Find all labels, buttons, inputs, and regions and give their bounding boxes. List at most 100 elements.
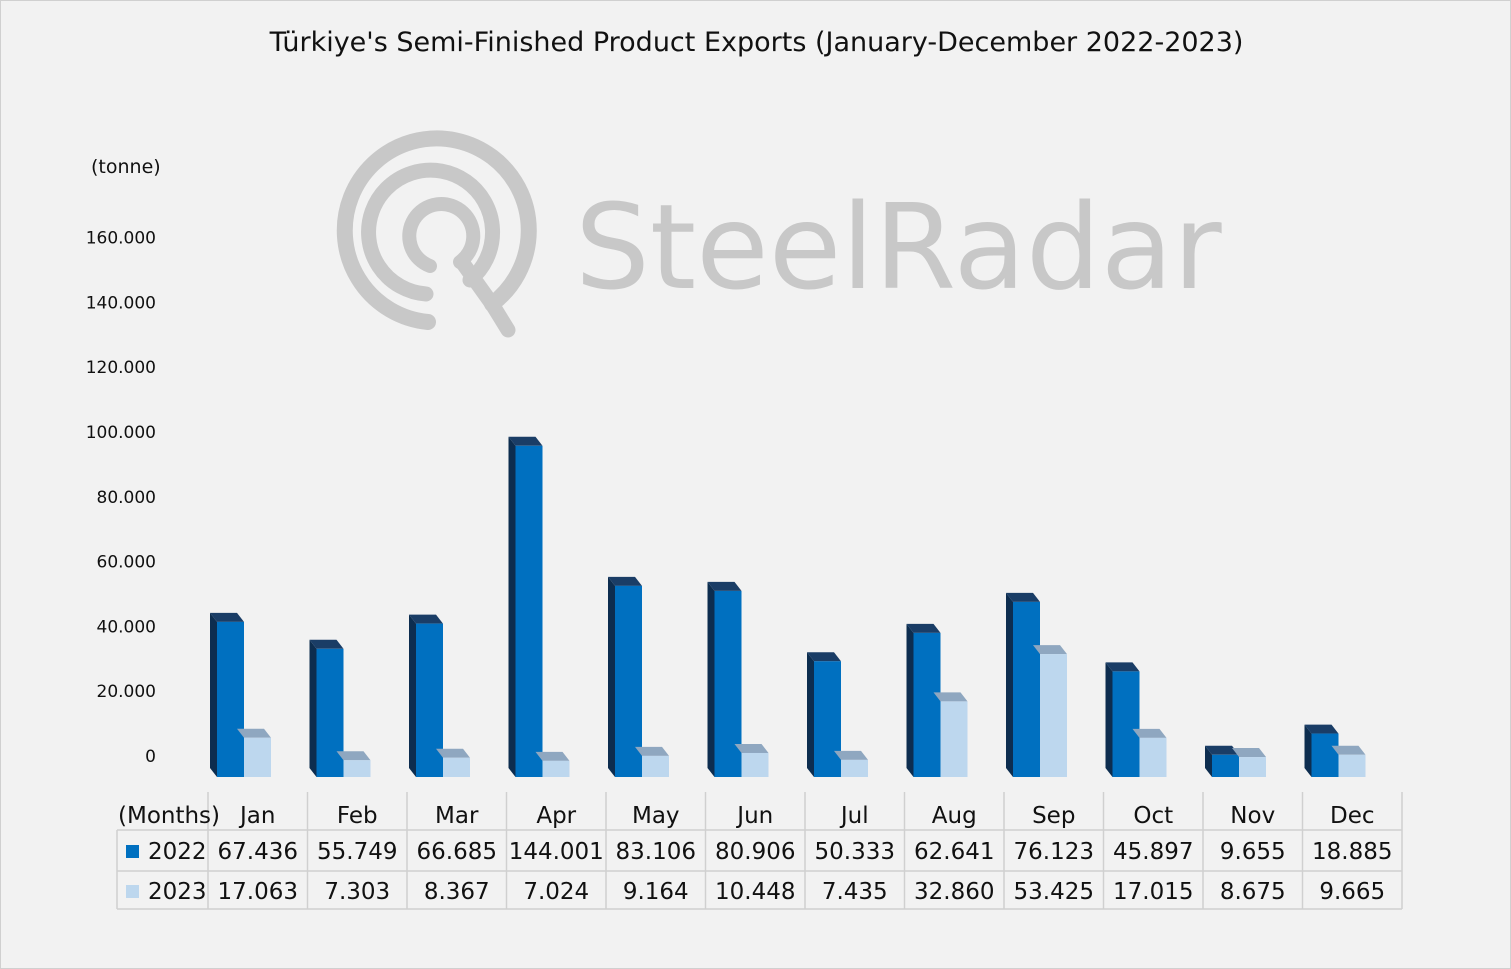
bar-2023	[642, 755, 669, 777]
data-label: 45.897	[1113, 839, 1193, 865]
bar-2022-top	[1006, 592, 1040, 602]
data-label: 53.425	[1014, 879, 1094, 905]
bar-2022-side	[1205, 745, 1212, 777]
radar-logo-icon	[336, 130, 537, 338]
chart-title: Türkiye's Semi-Finished Product Exports …	[269, 27, 1244, 58]
bar-2022-top	[508, 436, 543, 446]
bar-2023-top	[436, 748, 470, 758]
data-label: 8.367	[424, 879, 490, 905]
y-tick-label: 20.000	[97, 682, 156, 702]
bar-2023	[1239, 757, 1266, 777]
data-label: 8.675	[1220, 879, 1286, 905]
bar-2022-side	[409, 614, 416, 777]
y-tick-label: 40.000	[97, 617, 156, 637]
bar-2023-top	[1232, 748, 1266, 758]
bar-2023-top	[933, 692, 968, 702]
bar-2022-top	[807, 652, 841, 662]
bar-2023	[542, 760, 570, 777]
bar-2023	[1040, 654, 1067, 777]
bar-2023	[1338, 754, 1366, 777]
bar-2022-side	[707, 581, 715, 777]
data-label: 7.024	[523, 879, 589, 905]
legend-swatch	[126, 845, 139, 858]
bar-2022-side	[807, 652, 814, 777]
bar-2022-top	[210, 612, 244, 622]
x-axis-label: (Months)	[118, 803, 220, 829]
y-tick-label: 160.000	[86, 229, 156, 249]
bar-2023-top	[237, 728, 271, 738]
x-tick-label: Jul	[839, 803, 869, 829]
x-tick-label: Oct	[1133, 803, 1173, 829]
bar-2022	[217, 621, 244, 777]
bar-2022-side	[210, 612, 217, 777]
logo-tail	[454, 254, 516, 338]
bar-2022-top	[1304, 724, 1339, 734]
data-label: 55.749	[317, 839, 397, 865]
data-label: 144.001	[509, 839, 604, 865]
data-label: 17.015	[1113, 879, 1193, 905]
watermark: SteelRadar	[336, 130, 1222, 338]
bar-2022-side	[608, 576, 615, 777]
legend-entry: 2023	[148, 879, 207, 905]
legend-entry: 2022	[148, 839, 207, 865]
data-label: 67.436	[218, 839, 298, 865]
data-label: 80.906	[715, 839, 795, 865]
bar-2022-side	[1006, 592, 1013, 777]
bar-2023-top	[635, 746, 669, 756]
y-tick-label: 60.000	[97, 553, 156, 573]
bar-2022-top	[608, 576, 642, 586]
bar-2023-top	[834, 750, 868, 760]
bar-2022	[1212, 754, 1239, 777]
bar-2022-side	[1105, 662, 1113, 777]
data-label: 32.860	[914, 879, 994, 905]
data-label: 17.063	[218, 879, 298, 905]
x-tick-label: Mar	[435, 803, 479, 829]
legend-swatch	[126, 885, 139, 898]
bar-2022	[416, 623, 443, 777]
x-tick-label: Aug	[932, 803, 977, 829]
bar-2022-top	[1205, 745, 1239, 755]
bar-2022-side	[309, 639, 317, 777]
bar-2022-top	[409, 614, 443, 624]
bar-2022	[814, 661, 841, 777]
y-tick-label: 0	[145, 747, 156, 767]
bar-2022-side	[1304, 724, 1312, 777]
y-unit-label: (tonne)	[91, 156, 161, 178]
bar-2023-top	[1132, 728, 1167, 738]
bar-2022-top	[1105, 662, 1140, 672]
y-tick-label: 100.000	[86, 423, 156, 443]
y-tick-label: 140.000	[86, 293, 156, 313]
bar-2022-side	[508, 436, 516, 777]
bar-2022-top	[707, 581, 742, 591]
watermark-text: SteelRadar	[575, 178, 1222, 316]
bar-2022	[1311, 733, 1339, 777]
x-tick-label: Nov	[1230, 803, 1275, 829]
bar-2023-top	[535, 751, 570, 761]
data-label: 50.333	[815, 839, 895, 865]
bar-2023	[741, 752, 769, 777]
y-tick-label: 80.000	[97, 488, 156, 508]
bar-2023	[443, 757, 470, 777]
bar-2022	[1112, 671, 1140, 777]
bar-2022	[714, 590, 742, 777]
x-tick-label: Apr	[536, 803, 576, 829]
bar-2023-top	[336, 751, 371, 761]
logo-arc-outer	[336, 130, 537, 330]
data-label: 7.303	[324, 879, 390, 905]
x-tick-label: May	[632, 803, 680, 829]
x-tick-label: Sep	[1032, 803, 1075, 829]
bar-2023-top	[1331, 745, 1366, 755]
bar-2022	[316, 648, 344, 777]
data-label: 9.164	[623, 879, 689, 905]
bar-2022-side	[906, 623, 914, 777]
x-tick-label: Dec	[1330, 803, 1375, 829]
data-label: 18.885	[1312, 839, 1392, 865]
bar-2023-top	[1033, 645, 1067, 655]
x-tick-label: Jan	[238, 803, 275, 829]
y-tick-label: 120.000	[86, 358, 156, 378]
x-tick-label: Feb	[337, 803, 378, 829]
data-label: 66.685	[417, 839, 497, 865]
data-label: 83.106	[616, 839, 696, 865]
